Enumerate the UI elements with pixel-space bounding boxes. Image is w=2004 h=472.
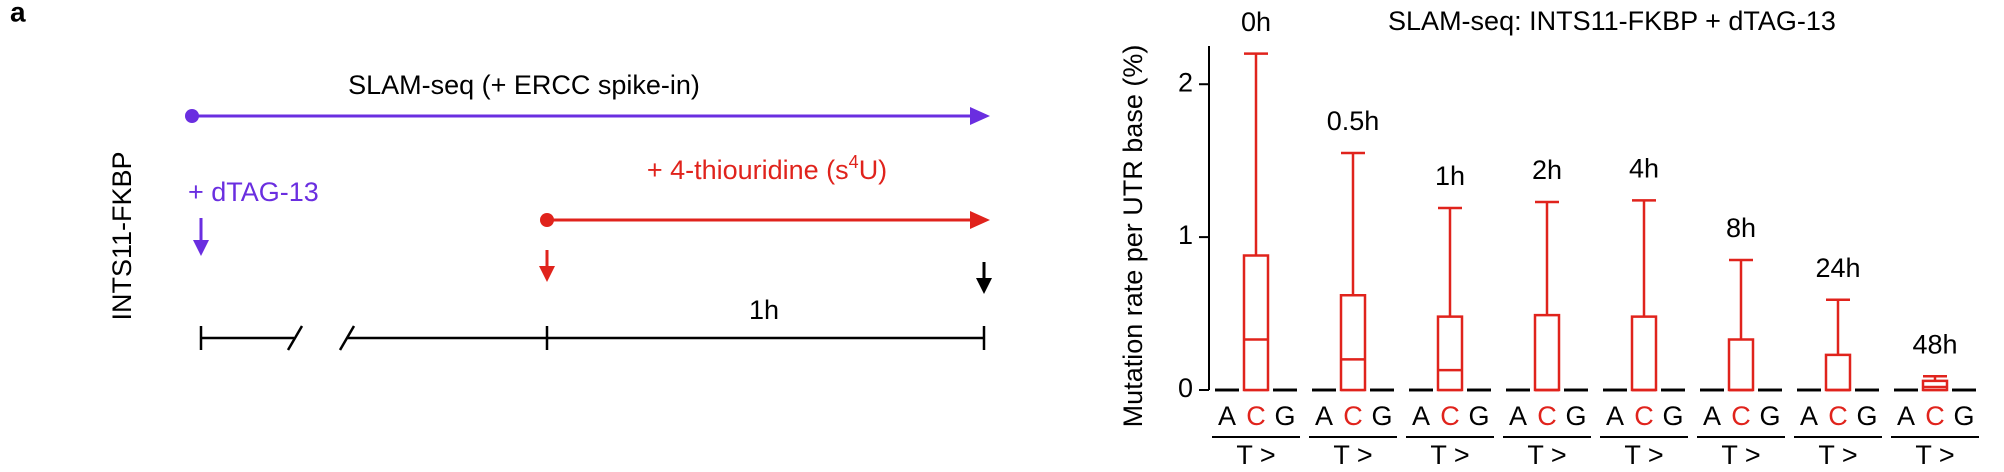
subgroup-label: G (1759, 401, 1780, 431)
y-tick-label: 2 (1178, 67, 1193, 97)
subgroup-label: A (1315, 401, 1333, 431)
group-label: T > (1430, 440, 1469, 470)
subgroup-label: G (1274, 401, 1295, 431)
category-label: 0.5h (1327, 106, 1380, 136)
s4u-label: + 4-thiouridine (s4U) (647, 152, 887, 185)
arrowhead (970, 107, 990, 125)
arrowhead (976, 278, 992, 294)
group-label: T > (1624, 440, 1663, 470)
treatment-label: + dTAG-13 (188, 177, 319, 207)
subgroup-label: C (1537, 401, 1557, 431)
y-axis-label: Mutation rate per UTR base (%) (1118, 45, 1148, 428)
category-label: 8h (1726, 213, 1756, 243)
subgroup-label: C (1828, 401, 1848, 431)
s4u-text: + 4-thiouridine (s (647, 155, 849, 185)
panel-label: a (10, 0, 26, 27)
duration-label: 1h (749, 295, 779, 325)
box (1533, 313, 1561, 392)
category-label: 48h (1912, 329, 1957, 359)
box (1630, 315, 1658, 392)
subgroup-label: A (1897, 401, 1915, 431)
subgroup-label: G (1565, 401, 1586, 431)
subgroup-label: C (1343, 401, 1363, 431)
group-label: T > (1915, 440, 1954, 470)
category-label: 0h (1241, 7, 1271, 37)
subgroup-label: G (1468, 401, 1489, 431)
group-label: T > (1236, 440, 1275, 470)
box (1242, 254, 1270, 392)
subgroup-label: G (1953, 401, 1974, 431)
subgroup-label: A (1218, 401, 1236, 431)
group-label: T > (1333, 440, 1372, 470)
category-label: 2h (1532, 155, 1562, 185)
category-label: 24h (1815, 253, 1860, 283)
arrowhead (970, 211, 990, 229)
subgroup-label: C (1634, 401, 1654, 431)
subgroup-label: C (1440, 401, 1460, 431)
subgroup-label: C (1246, 401, 1266, 431)
group-label: T > (1527, 440, 1566, 470)
cell-line-label: INTS11-FKBP (107, 151, 137, 320)
category-label: 1h (1435, 161, 1465, 191)
subgroup-label: C (1731, 401, 1751, 431)
subgroup-label: G (1662, 401, 1683, 431)
y-tick-label: 0 (1178, 373, 1193, 403)
arrowhead (193, 240, 209, 256)
subgroup-label: A (1703, 401, 1721, 431)
subgroup-label: G (1371, 401, 1392, 431)
subgroup-label: A (1800, 401, 1818, 431)
subgroup-label: G (1856, 401, 1877, 431)
box (1824, 353, 1852, 392)
chart-title: SLAM-seq: INTS11-FKBP + dTAG-13 (1388, 6, 1836, 36)
box (1727, 338, 1755, 392)
subgroup-label: C (1925, 401, 1945, 431)
timeline-break (286, 325, 304, 351)
schematic: SLAM-seq (+ ERCC spike-in) INTS11-FKBP +… (107, 70, 992, 351)
box (1921, 379, 1949, 392)
y-tick-label: 1 (1178, 220, 1193, 250)
group-label: T > (1721, 440, 1760, 470)
subgroup-label: A (1412, 401, 1430, 431)
s4u-text: U) (859, 155, 888, 185)
box (1339, 293, 1367, 392)
arrowhead (539, 266, 555, 282)
schematic-top-label: SLAM-seq (+ ERCC spike-in) (348, 70, 700, 100)
group-label: T > (1818, 440, 1857, 470)
subgroup-label: A (1509, 401, 1527, 431)
subgroup-label: A (1606, 401, 1624, 431)
box (1436, 315, 1464, 392)
category-label: 4h (1629, 154, 1659, 184)
s4u-superscript: 4 (849, 152, 859, 172)
